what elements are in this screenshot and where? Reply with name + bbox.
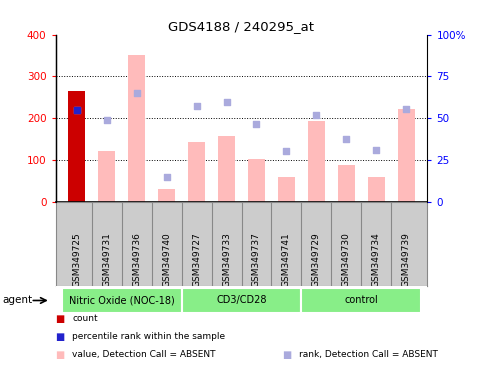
Bar <box>188 142 205 202</box>
Point <box>253 121 260 127</box>
Bar <box>301 288 422 313</box>
Bar <box>68 91 85 202</box>
Bar <box>182 288 301 313</box>
Bar <box>398 109 415 202</box>
Point <box>342 136 350 142</box>
Text: percentile rank within the sample: percentile rank within the sample <box>72 332 226 341</box>
Point <box>403 106 411 112</box>
Point <box>372 147 380 153</box>
Bar <box>338 165 355 202</box>
Point <box>313 112 320 118</box>
Point <box>283 147 290 154</box>
Bar <box>98 152 115 202</box>
Point <box>72 107 80 113</box>
Point <box>103 117 111 123</box>
Point <box>163 174 170 180</box>
Text: CD3/CD28: CD3/CD28 <box>216 295 267 306</box>
Text: ■: ■ <box>56 350 65 360</box>
Point <box>133 90 141 96</box>
Point <box>72 107 80 113</box>
Bar <box>218 136 235 202</box>
Bar <box>248 159 265 202</box>
Title: GDS4188 / 240295_at: GDS4188 / 240295_at <box>169 20 314 33</box>
Text: value, Detection Call = ABSENT: value, Detection Call = ABSENT <box>72 350 216 359</box>
Text: control: control <box>344 295 378 306</box>
Text: ■: ■ <box>56 314 65 324</box>
Bar <box>308 121 325 202</box>
Bar <box>278 177 295 202</box>
Point <box>223 99 230 105</box>
Text: Nitric Oxide (NOC-18): Nitric Oxide (NOC-18) <box>69 295 174 306</box>
Bar <box>128 55 145 202</box>
Text: agent: agent <box>2 295 32 306</box>
Bar <box>368 177 385 202</box>
Text: rank, Detection Call = ABSENT: rank, Detection Call = ABSENT <box>299 350 439 359</box>
Text: ■: ■ <box>283 350 292 360</box>
Bar <box>158 189 175 202</box>
Bar <box>61 288 182 313</box>
Text: count: count <box>72 314 98 323</box>
Text: ■: ■ <box>56 332 65 342</box>
Point <box>193 103 200 109</box>
